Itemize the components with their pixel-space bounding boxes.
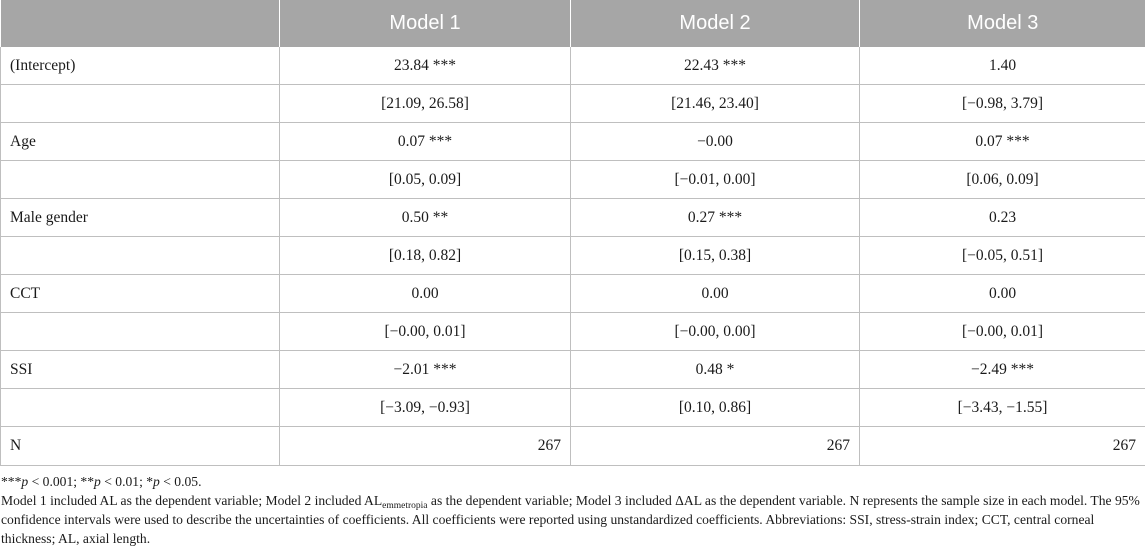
cell-model-1: 267 xyxy=(279,426,571,466)
row-label: N xyxy=(0,426,280,466)
cell-model-2: [0.10, 0.86] xyxy=(570,388,860,427)
cell-model-1: 0.50 ** xyxy=(279,198,571,237)
cell-model-3: [−0.98, 3.79] xyxy=(859,84,1145,123)
table-row: [21.09, 26.58] [21.46, 23.40] [−0.98, 3.… xyxy=(0,84,1145,123)
table-row: [0.05, 0.09] [−0.01, 0.00] [0.06, 0.09] xyxy=(0,160,1145,199)
cell-model-3: 0.07 *** xyxy=(859,122,1145,161)
header-cell-blank xyxy=(0,0,280,47)
sig-stars-2: ** xyxy=(80,474,95,489)
cell-model-2: [0.15, 0.38] xyxy=(570,236,860,275)
significance-note: ***p < 0.001; **p < 0.01; *p < 0.05. xyxy=(1,472,1141,491)
cell-model-1: 23.84 *** xyxy=(279,47,571,85)
cell-model-1: [0.05, 0.09] xyxy=(279,160,571,199)
cell-model-1: [0.18, 0.82] xyxy=(279,236,571,275)
table-row: Age 0.07 *** −0.00 0.07 *** xyxy=(0,122,1145,161)
cell-model-3: [−0.05, 0.51] xyxy=(859,236,1145,275)
cell-model-2: 0.48 * xyxy=(570,350,860,389)
note-text-part-2: as the dependent variable; Model 3 inclu… xyxy=(1,493,1140,546)
row-label xyxy=(0,388,280,427)
cell-model-1: 0.00 xyxy=(279,274,571,313)
cell-model-3: 267 xyxy=(859,426,1145,466)
cell-model-3: [−0.00, 0.01] xyxy=(859,312,1145,351)
table-row: N 267 267 267 xyxy=(0,426,1145,466)
table-row: (Intercept) 23.84 *** 22.43 *** 1.40 xyxy=(0,47,1145,85)
p-symbol: p xyxy=(153,474,160,489)
row-label xyxy=(0,312,280,351)
cell-model-1: −2.01 *** xyxy=(279,350,571,389)
row-label xyxy=(0,160,280,199)
cell-model-3: 0.23 xyxy=(859,198,1145,237)
sig-threshold-3: < 0.05. xyxy=(159,474,202,489)
table-row: CCT 0.00 0.00 0.00 xyxy=(0,274,1145,313)
cell-model-2: −0.00 xyxy=(570,122,860,161)
table-row: [−3.09, −0.93] [0.10, 0.86] [−3.43, −1.5… xyxy=(0,388,1145,427)
cell-model-3: 0.00 xyxy=(859,274,1145,313)
cell-model-1: [21.09, 26.58] xyxy=(279,84,571,123)
model-description-note: Model 1 included AL as the dependent var… xyxy=(1,491,1141,548)
row-label: CCT xyxy=(0,274,280,313)
cell-model-2: 0.00 xyxy=(570,274,860,313)
cell-model-2: [−0.00, 0.00] xyxy=(570,312,860,351)
regression-table: Model 1 Model 2 Model 3 (Intercept) 23.8… xyxy=(0,0,1145,466)
header-model-3: Model 3 xyxy=(859,0,1145,47)
sig-threshold-1: < 0.001; xyxy=(28,474,81,489)
regression-table-figure: Model 1 Model 2 Model 3 (Intercept) 23.8… xyxy=(0,0,1145,466)
table-header-row: Model 1 Model 2 Model 3 xyxy=(0,0,1145,47)
row-label xyxy=(0,236,280,275)
cell-model-2: 267 xyxy=(570,426,860,466)
table-row: SSI −2.01 *** 0.48 * −2.49 *** xyxy=(0,350,1145,389)
sig-threshold-2: < 0.01; xyxy=(100,474,147,489)
table-row: [−0.00, 0.01] [−0.00, 0.00] [−0.00, 0.01… xyxy=(0,312,1145,351)
row-label: SSI xyxy=(0,350,280,389)
cell-model-3: 1.40 xyxy=(859,47,1145,85)
note-text-part-1: Model 1 included AL as the dependent var… xyxy=(1,493,383,508)
row-label: Age xyxy=(0,122,280,161)
table-row: Male gender 0.50 ** 0.27 *** 0.23 xyxy=(0,198,1145,237)
cell-model-3: −2.49 *** xyxy=(859,350,1145,389)
cell-model-1: [−0.00, 0.01] xyxy=(279,312,571,351)
header-model-1: Model 1 xyxy=(279,0,571,47)
table-row: [0.18, 0.82] [0.15, 0.38] [−0.05, 0.51] xyxy=(0,236,1145,275)
cell-model-1: [−3.09, −0.93] xyxy=(279,388,571,427)
cell-model-2: 22.43 *** xyxy=(570,47,860,85)
row-label xyxy=(0,84,280,123)
cell-model-2: [21.46, 23.40] xyxy=(570,84,860,123)
cell-model-3: [−3.43, −1.55] xyxy=(859,388,1145,427)
p-symbol: p xyxy=(94,474,101,489)
cell-model-2: 0.27 *** xyxy=(570,198,860,237)
p-symbol: p xyxy=(21,474,29,489)
table-footnotes: ***p < 0.001; **p < 0.01; *p < 0.05. Mod… xyxy=(1,472,1141,548)
sig-stars-3: *** xyxy=(1,474,22,489)
row-label: Male gender xyxy=(0,198,280,237)
row-label: (Intercept) xyxy=(0,47,280,85)
note-subscript: emmetropia xyxy=(382,501,428,511)
cell-model-3: [0.06, 0.09] xyxy=(859,160,1145,199)
cell-model-1: 0.07 *** xyxy=(279,122,571,161)
sig-stars-1: * xyxy=(146,474,154,489)
header-model-2: Model 2 xyxy=(570,0,860,47)
cell-model-2: [−0.01, 0.00] xyxy=(570,160,860,199)
